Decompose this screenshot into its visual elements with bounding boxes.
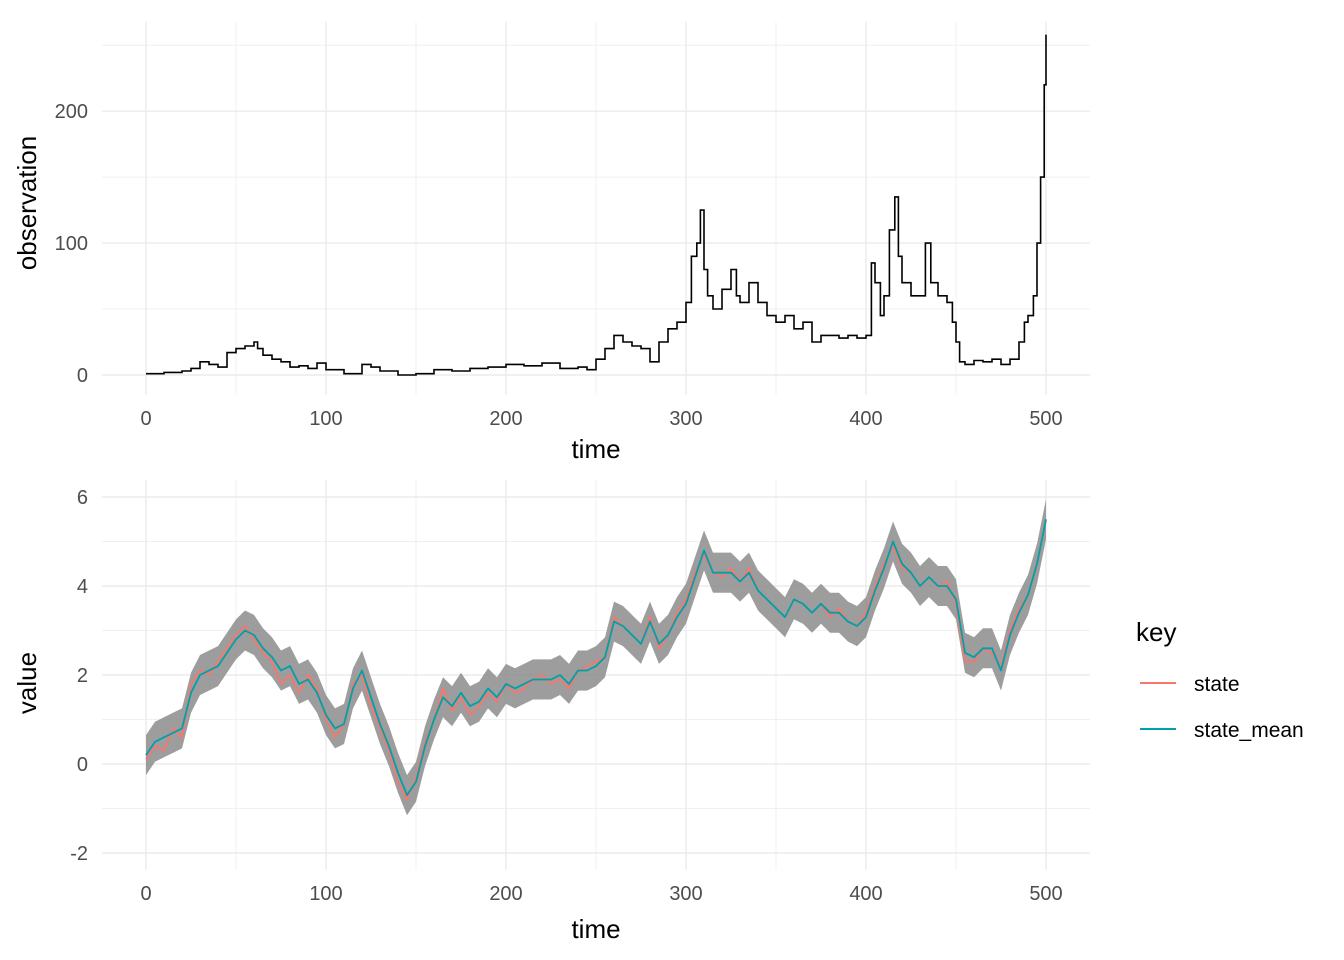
y-tick-label: 100: [55, 233, 88, 255]
x-tick-label: 500: [1029, 883, 1062, 905]
y-tick-label: 6: [77, 487, 88, 509]
y-tick-label: -2: [70, 843, 88, 865]
x-tick-label: 0: [140, 408, 151, 430]
x-tick-label: 500: [1029, 408, 1062, 430]
x-tick-label: 300: [669, 408, 702, 430]
series-line-state: [145, 519, 1047, 801]
y-tick-label: 2: [77, 665, 88, 687]
y-tick-label: 4: [77, 576, 88, 598]
value-y-axis-title: value: [12, 652, 42, 714]
uncertainty-ribbon: [146, 499, 1046, 816]
observation-line: [146, 34, 1047, 376]
x-tick-label: 400: [849, 408, 882, 430]
x-tick-label: 100: [309, 883, 342, 905]
observation-x-axis-title: time: [571, 434, 620, 464]
value-x-axis-title: time: [571, 914, 620, 944]
legend-label-state-mean: state_mean: [1194, 719, 1304, 742]
observation-y-tick-labels: 0 100 200: [55, 101, 88, 387]
legend-label-state: state: [1194, 673, 1240, 696]
value-uncertainty-band: [146, 499, 1046, 816]
x-tick-label: 300: [669, 883, 702, 905]
legend-title: key: [1136, 617, 1176, 647]
y-tick-label: 0: [77, 754, 88, 776]
y-tick-label: 0: [77, 365, 88, 387]
observation-x-tick-labels: 0 100 200 300 400 500: [140, 408, 1062, 430]
observation-series: [146, 34, 1047, 376]
x-tick-label: 200: [489, 883, 522, 905]
observation-panel: 0 100 200 300 400 500 0 100 200 time observatio…: [12, 22, 1090, 464]
x-tick-label: 100: [309, 408, 342, 430]
y-tick-label: 200: [55, 101, 88, 123]
value-y-tick-labels: -2 0 2 4 6: [70, 487, 88, 865]
value-panel: 0 100 200 300 400 500 -2 0 2 4 6 time value: [12, 480, 1090, 944]
value-series: [145, 519, 1047, 801]
series-line-state-mean: [145, 519, 1047, 796]
observation-grid: [102, 22, 1090, 395]
x-tick-label: 0: [140, 883, 151, 905]
x-tick-label: 400: [849, 883, 882, 905]
legend: key state state_mean: [1136, 617, 1304, 742]
observation-y-axis-title: observation: [12, 136, 42, 270]
x-tick-label: 200: [489, 408, 522, 430]
value-x-tick-labels: 0 100 200 300 400 500: [140, 883, 1062, 905]
